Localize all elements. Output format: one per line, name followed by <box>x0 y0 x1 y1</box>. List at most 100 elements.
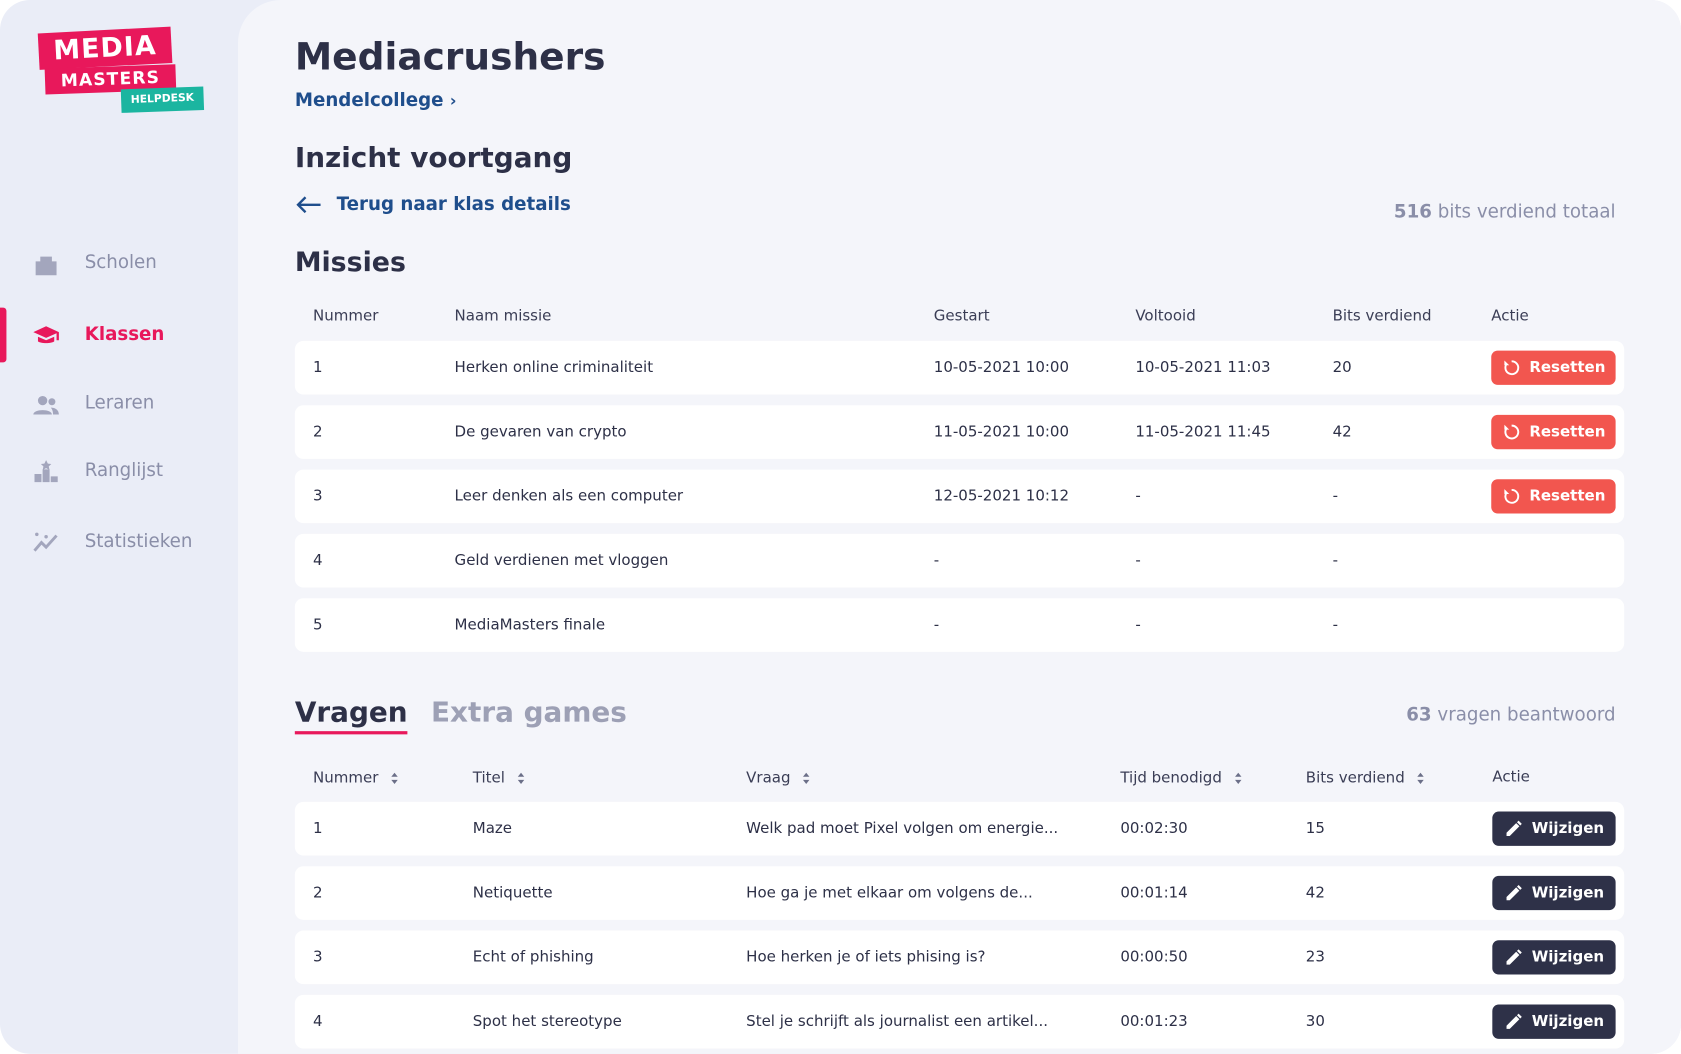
action-button[interactable]: Resetten <box>1491 350 1616 385</box>
table-cell: 1 <box>313 359 323 377</box>
table-row: 1 Herken online criminaliteit 10-05-2021 1… <box>294 340 1625 395</box>
table-cell: - <box>1332 552 1339 570</box>
table-row: 2 Netiquette Hoe ga je met elkaar om volge… <box>294 866 1625 920</box>
table-cell: 4 <box>313 552 323 570</box>
table-cell: - <box>1135 616 1141 634</box>
sort-icon <box>517 772 525 784</box>
section-title: Inzicht voortgang <box>294 142 573 175</box>
table-row: 4 Geld verdienen met vloggen - - - <box>294 533 1625 588</box>
active-indicator <box>0 307 7 363</box>
table-cell: 11-05-2021 10:00 <box>933 423 1070 441</box>
table-cell: 1 <box>313 820 323 838</box>
table-row: 2 De gevaren van crypto 11-05-2021 10:00 11… <box>294 405 1625 459</box>
column-header-text: Voltooid <box>1135 307 1196 325</box>
table-cell: 3 <box>313 948 323 966</box>
table-row: 5 MediaMasters finale - - - <box>294 598 1625 652</box>
action-button[interactable]: Wijzigen <box>1492 1004 1616 1039</box>
table-cell: - <box>1135 552 1141 570</box>
table-row: 4 Spot het stereotype Stel je schrijft als… <box>294 994 1625 1049</box>
answered-count: 63 vragen beantwoord <box>1406 704 1615 725</box>
table-cell: 42 <box>1332 423 1352 441</box>
column-header-text: Actie <box>1492 768 1530 786</box>
page-title: Mediacrushers <box>294 36 606 80</box>
table-cell: De gevaren van crypto <box>454 423 627 441</box>
column-header-text: Nummer <box>313 769 379 787</box>
column-header-text: Bits verdiend <box>1332 307 1432 325</box>
column-header: Actie <box>1491 308 1529 325</box>
nav-item[interactable]: Leraren <box>84 392 155 414</box>
nav-item[interactable]: Scholen <box>84 251 157 274</box>
breadcrumb[interactable]: Mendelcollege › <box>294 90 457 112</box>
button-label: Wijzigen <box>1531 1013 1605 1031</box>
tab-active[interactable]: Vragen <box>294 697 408 735</box>
column-header: Voltooid <box>1135 308 1195 325</box>
table-cell: 3 <box>313 487 323 505</box>
button-label: Wijzigen <box>1531 948 1605 966</box>
action-button[interactable]: Wijzigen <box>1492 940 1616 975</box>
icon-classes <box>33 326 59 344</box>
table-cell: 11-05-2021 11:45 <box>1135 423 1271 441</box>
nav-item[interactable]: Klassen <box>84 323 165 346</box>
tab[interactable]: Extra games <box>430 696 627 730</box>
column-header: Bits verdiend <box>1333 308 1432 325</box>
total-bits: 516 bits verdiend totaal <box>1394 202 1616 223</box>
column-header: Nummer <box>313 308 378 325</box>
column-header[interactable]: Bits verdiend <box>1306 769 1431 788</box>
nav-item[interactable]: Statistieken <box>84 530 193 553</box>
answered-value: 63 <box>1406 704 1432 726</box>
table-row: 3 Echt of phishing Hoe herken je of iets p… <box>294 930 1625 985</box>
button-label: Resetten <box>1529 487 1606 505</box>
table-cell: Maze <box>472 820 513 838</box>
table-cell: - <box>1135 487 1141 505</box>
answered-label: vragen beantwoord <box>1437 704 1616 726</box>
table-cell: 00:00:50 <box>1120 948 1188 966</box>
table-cell: 23 <box>1305 948 1325 966</box>
column-header-text: Gestart <box>933 307 990 325</box>
column-header-text: Titel <box>472 769 505 787</box>
column-header-text: Vraag <box>746 769 791 787</box>
table-cell: 2 <box>313 423 323 441</box>
column-header: Naam missie <box>455 308 552 325</box>
table-cell: 42 <box>1305 884 1325 902</box>
breadcrumb-text[interactable]: Mendelcollege <box>294 90 444 112</box>
table-cell: Leer denken als een computer <box>454 487 684 505</box>
table-cell: - <box>933 616 940 634</box>
table-cell: 2 <box>313 884 323 902</box>
column-header[interactable]: Vraag <box>746 769 816 788</box>
column-header[interactable]: Nummer <box>313 769 404 788</box>
table-cell: 12-05-2021 10:12 <box>933 487 1070 505</box>
icon-stats <box>33 532 58 552</box>
sort-icon <box>1417 772 1425 784</box>
column-header: Gestart <box>934 308 990 325</box>
column-header-text: Nummer <box>313 307 379 325</box>
column-header[interactable]: Titel <box>473 769 531 788</box>
table-cell: Echt of phishing <box>472 948 594 966</box>
icon-schools <box>35 256 57 276</box>
sort-icon <box>1234 772 1242 784</box>
action-button[interactable]: Wijzigen <box>1492 811 1616 846</box>
table-cell: Hoe ga je met elkaar om volgens de... <box>746 884 1033 902</box>
nav-item[interactable]: Ranglijst <box>84 459 164 482</box>
back-arrow[interactable] <box>295 195 323 214</box>
table-cell: - <box>933 552 940 570</box>
button-icon <box>1503 360 1519 376</box>
icon-ranking <box>34 460 58 483</box>
column-header-text: Actie <box>1491 307 1529 325</box>
button-label: Wijzigen <box>1531 820 1605 838</box>
table-cell: Spot het stereotype <box>472 1013 622 1031</box>
action-button[interactable]: Resetten <box>1491 479 1616 514</box>
back-link[interactable]: Terug naar klas details <box>336 194 571 216</box>
table-cell: Geld verdienen met vloggen <box>454 552 669 570</box>
table-cell: 00:02:30 <box>1120 820 1188 838</box>
table-cell: 00:01:14 <box>1120 884 1188 902</box>
action-button[interactable]: Resetten <box>1491 414 1616 450</box>
action-button[interactable]: Wijzigen <box>1492 875 1616 911</box>
column-header-text: Bits verdiend <box>1305 769 1405 787</box>
button-icon <box>1503 424 1519 440</box>
column-header[interactable]: Tijd benodigd <box>1120 769 1247 788</box>
column-header-text: Naam missie <box>454 307 552 325</box>
total-bits-value: 516 <box>1393 201 1432 223</box>
sort-icon <box>803 772 810 784</box>
button-icon <box>1506 820 1522 836</box>
